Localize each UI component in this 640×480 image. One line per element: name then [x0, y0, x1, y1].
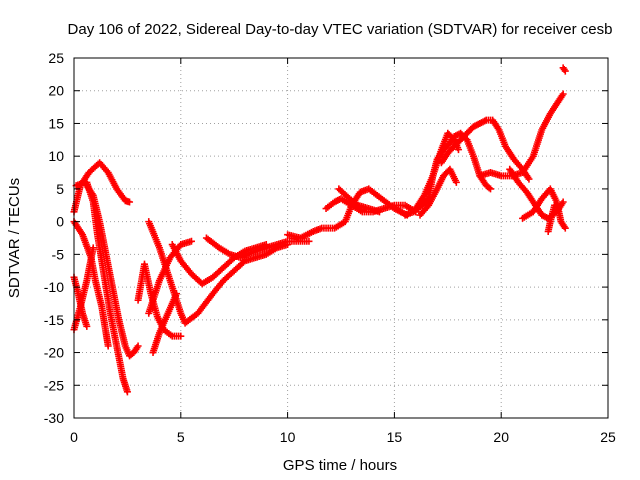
data-point: [187, 237, 195, 245]
series-arc-3: [83, 178, 131, 396]
data-point: [561, 224, 569, 232]
y-tick-label: 20: [48, 83, 64, 99]
data-point: [452, 178, 460, 186]
series-arc-24: [559, 64, 569, 75]
data-point: [454, 146, 462, 154]
y-tick-label: -20: [44, 345, 64, 361]
series-arc-12: [202, 234, 313, 262]
series-arc-6: [70, 244, 97, 334]
y-tick-label: -30: [44, 410, 64, 426]
data-point: [89, 244, 97, 252]
y-tick-label: -5: [52, 246, 65, 262]
x-axis-label: GPS time / hours: [283, 457, 397, 474]
data-series: [70, 64, 569, 396]
data-point: [104, 342, 112, 350]
x-tick-label: 15: [387, 429, 403, 445]
data-point: [561, 67, 569, 75]
data-point: [560, 65, 568, 73]
x-tick-label: 20: [493, 429, 509, 445]
x-tick-label: 0: [70, 429, 78, 445]
x-tick-label: 25: [600, 429, 616, 445]
data-point: [375, 208, 383, 216]
series-arc-10: [145, 218, 292, 327]
series-arc-15: [335, 185, 383, 216]
data-point: [525, 175, 533, 183]
axis-ticks: 0 5 10 15 20 25 -30 -25 -20 -15 -10 -5 0 5 10 15 20 25: [44, 50, 616, 445]
y-tick-label: -15: [44, 312, 64, 328]
x-tick-label: 10: [280, 429, 296, 445]
x-tick-label: 5: [177, 429, 185, 445]
y-tick-label: 15: [48, 115, 64, 131]
y-tick-label: -25: [44, 377, 64, 393]
data-point: [559, 198, 567, 206]
y-tick-label: 0: [56, 214, 64, 230]
data-point: [123, 388, 131, 396]
series-arc-17: [412, 129, 462, 213]
y-axis-label: SDTVAR / TECUs: [6, 178, 23, 298]
data-point: [126, 198, 134, 206]
plot-frame: [73, 57, 609, 419]
data-point: [134, 342, 142, 350]
data-point: [305, 237, 313, 245]
chart-title: Day 106 of 2022, Sidereal Day-to-day VTE…: [68, 21, 613, 38]
series-arc-18: [437, 116, 533, 183]
data-point: [551, 201, 559, 209]
y-tick-label: -10: [44, 279, 64, 295]
data-point: [177, 332, 185, 340]
data-point: [487, 185, 495, 193]
y-tick-label: 25: [48, 50, 64, 66]
data-point: [559, 90, 567, 98]
series-arc-4: [70, 218, 112, 350]
y-tick-label: 10: [48, 148, 64, 164]
series-arc-19: [476, 90, 567, 180]
y-tick-label: 5: [56, 181, 64, 197]
data-point: [485, 184, 493, 192]
series-arc-23: [544, 201, 559, 235]
series-arc-22: [519, 185, 569, 232]
series-arc-20: [416, 165, 460, 219]
data-point: [83, 322, 91, 330]
